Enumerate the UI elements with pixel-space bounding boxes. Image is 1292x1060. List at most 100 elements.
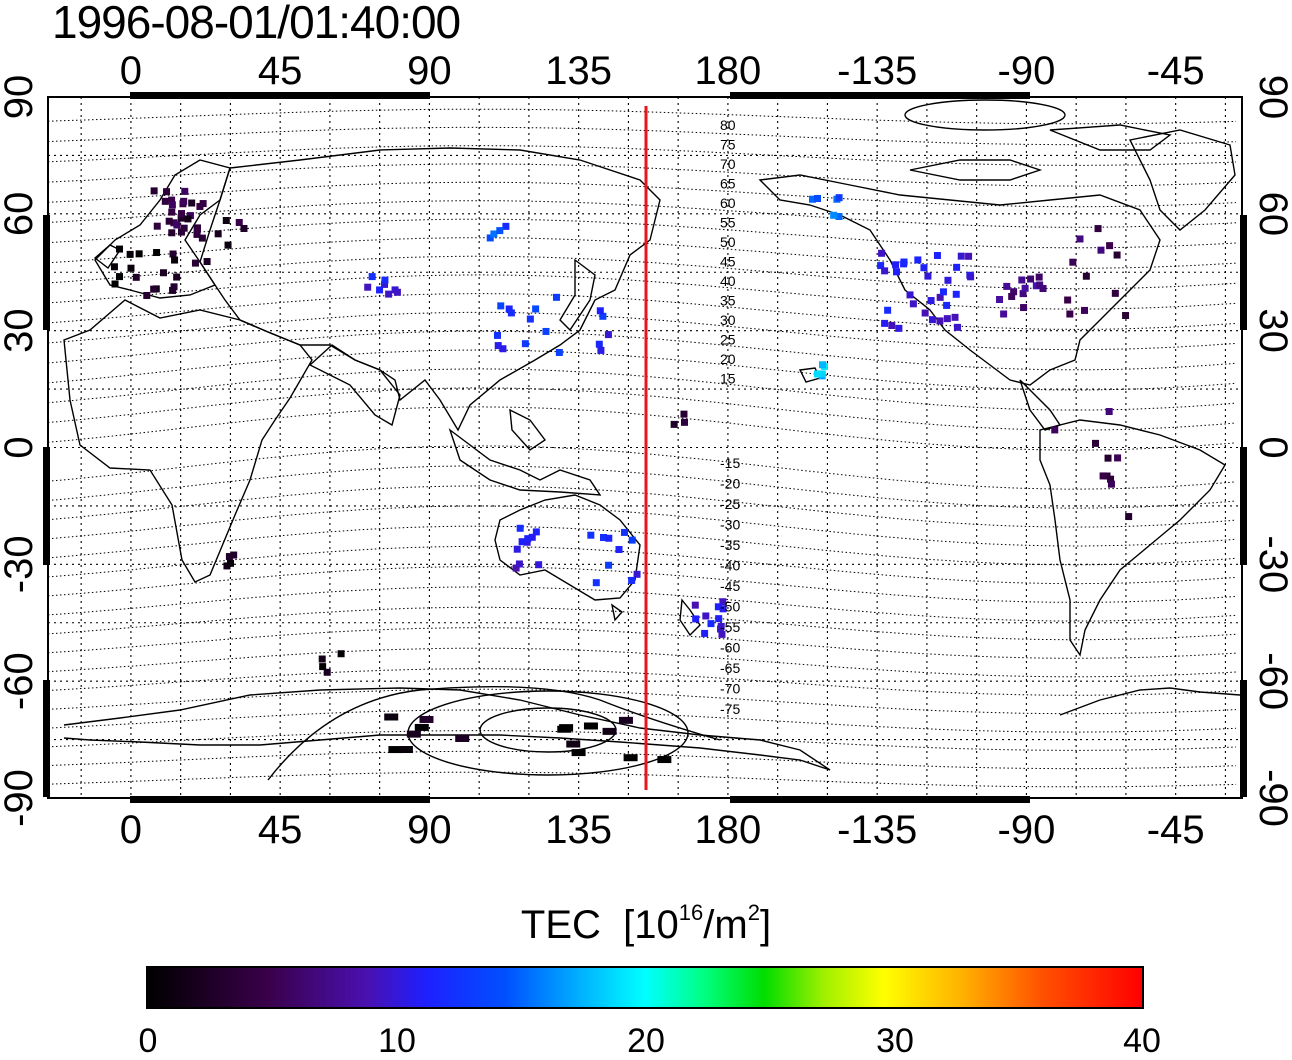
lon-label-top: 90: [407, 49, 452, 93]
lat-label-right: 60: [1251, 192, 1292, 237]
colorbar-title: TEC [1016/m2]: [0, 902, 1292, 948]
frame-tick-bar: [730, 92, 1030, 99]
tec-data-point: [177, 228, 185, 236]
tec-data-point: [936, 317, 944, 325]
tec-data-point: [628, 536, 636, 544]
tec-data-point: [168, 229, 176, 237]
tec-data-point: [526, 315, 534, 323]
tec-data-point: [535, 561, 543, 569]
tec-data-point: [830, 211, 838, 219]
tec-data-point: [714, 603, 722, 611]
tec-data-point: [595, 340, 603, 348]
magnetic-contour: [47, 293, 1237, 330]
tec-data-point: [1019, 290, 1027, 298]
frame-tick-bar: [130, 92, 430, 99]
tec-data-point: [814, 194, 822, 202]
magnetic-contour: [47, 445, 1237, 490]
tec-data-point: [170, 283, 178, 291]
tec-data-point: [933, 251, 941, 259]
tec-data-point: [1051, 426, 1059, 434]
tec-data-point: [670, 420, 678, 428]
tec-data-point: [502, 222, 510, 230]
tec-measurement-points: [110, 187, 1133, 764]
tec-data-point: [115, 245, 123, 253]
colorbar-tick: 40: [1123, 1022, 1161, 1060]
tec-data-point: [953, 323, 961, 331]
tec-data-point: [566, 740, 581, 748]
lat-label-left: 30: [0, 308, 41, 353]
tec-data-point: [115, 273, 123, 281]
tec-data-point: [701, 629, 709, 637]
tec-data-point: [1092, 439, 1100, 447]
tec-data-point: [381, 280, 389, 288]
tec-data-point: [604, 331, 612, 339]
tec-data-point: [337, 650, 345, 658]
lon-label-top: -135: [837, 49, 917, 93]
tec-data-point: [680, 410, 688, 418]
contour-label: 45: [720, 254, 736, 270]
tec-data-point: [381, 276, 389, 284]
lat-label-left: 60: [0, 192, 41, 237]
tec-data-point: [419, 715, 434, 723]
tec-colorbar: [146, 966, 1144, 1009]
tec-data-point: [939, 288, 947, 296]
tec-data-point: [1097, 246, 1105, 254]
tec-data-point: [222, 216, 230, 224]
contour-label: 75: [720, 137, 736, 153]
tec-data-point: [571, 749, 586, 757]
magnetic-contour: [47, 505, 1237, 547]
tec-data-point: [936, 293, 944, 301]
tec-data-point: [702, 612, 710, 620]
tec-data-point: [921, 309, 929, 317]
contour-label: -70: [720, 681, 740, 697]
contour-label: -65: [720, 660, 740, 676]
tec-data-point: [235, 218, 243, 226]
tec-data-point: [1027, 275, 1035, 283]
tec-data-point: [615, 546, 623, 554]
tec-data-point: [813, 370, 821, 378]
tec-data-point: [384, 713, 399, 721]
colorbar-unit-end: ]: [759, 903, 772, 947]
contour-label: -20: [720, 476, 740, 492]
magnetic-contour: [47, 274, 1237, 310]
lat-label-left: 0: [0, 436, 41, 458]
tec-data-point: [169, 286, 177, 294]
frame-tick-bar: [1240, 215, 1247, 330]
tec-data-point: [583, 722, 598, 730]
contour-label: -35: [720, 537, 740, 553]
tec-data-point: [496, 227, 504, 235]
tec-data-point: [715, 615, 723, 623]
tec-data-point: [657, 756, 672, 764]
magnetic-contour: [47, 311, 1237, 351]
lon-label-top: 180: [695, 49, 762, 93]
tec-data-point: [888, 321, 896, 329]
tec-data-point: [1076, 235, 1084, 243]
colorbar-title-label: TEC: [520, 903, 601, 947]
tec-data-point: [1106, 242, 1114, 250]
tec-data-point: [881, 319, 889, 327]
contour-label: 20: [720, 351, 736, 367]
tec-data-point: [552, 293, 560, 301]
tec-data-point: [524, 535, 532, 543]
tec-data-point: [388, 746, 403, 754]
tec-data-point: [1000, 310, 1008, 318]
tec-data-point: [178, 210, 186, 218]
lon-label-bottom: 180: [695, 808, 762, 852]
contour-labels: 80 75 70 65 60 55 50 45 40 35 30 25 20 15 -15 -20 -25 -30…: [720, 117, 740, 717]
tec-data-point: [127, 264, 135, 272]
contour-label: -15: [720, 455, 740, 471]
tec-data-point: [835, 212, 843, 220]
tec-data-point: [494, 342, 502, 350]
lon-label-bottom: 135: [545, 808, 612, 852]
tec-data-point: [171, 256, 179, 264]
tec-data-point: [717, 622, 725, 630]
lon-label-top: 45: [258, 49, 303, 93]
lat-label-left: -90: [0, 769, 41, 827]
tec-data-point: [227, 559, 235, 567]
tec-data-point: [719, 598, 727, 606]
tec-data-point: [819, 361, 827, 369]
tec-data-point: [1010, 288, 1018, 296]
tec-data-point: [691, 601, 699, 609]
tec-data-point: [1066, 310, 1074, 318]
tec-data-point: [597, 346, 605, 354]
